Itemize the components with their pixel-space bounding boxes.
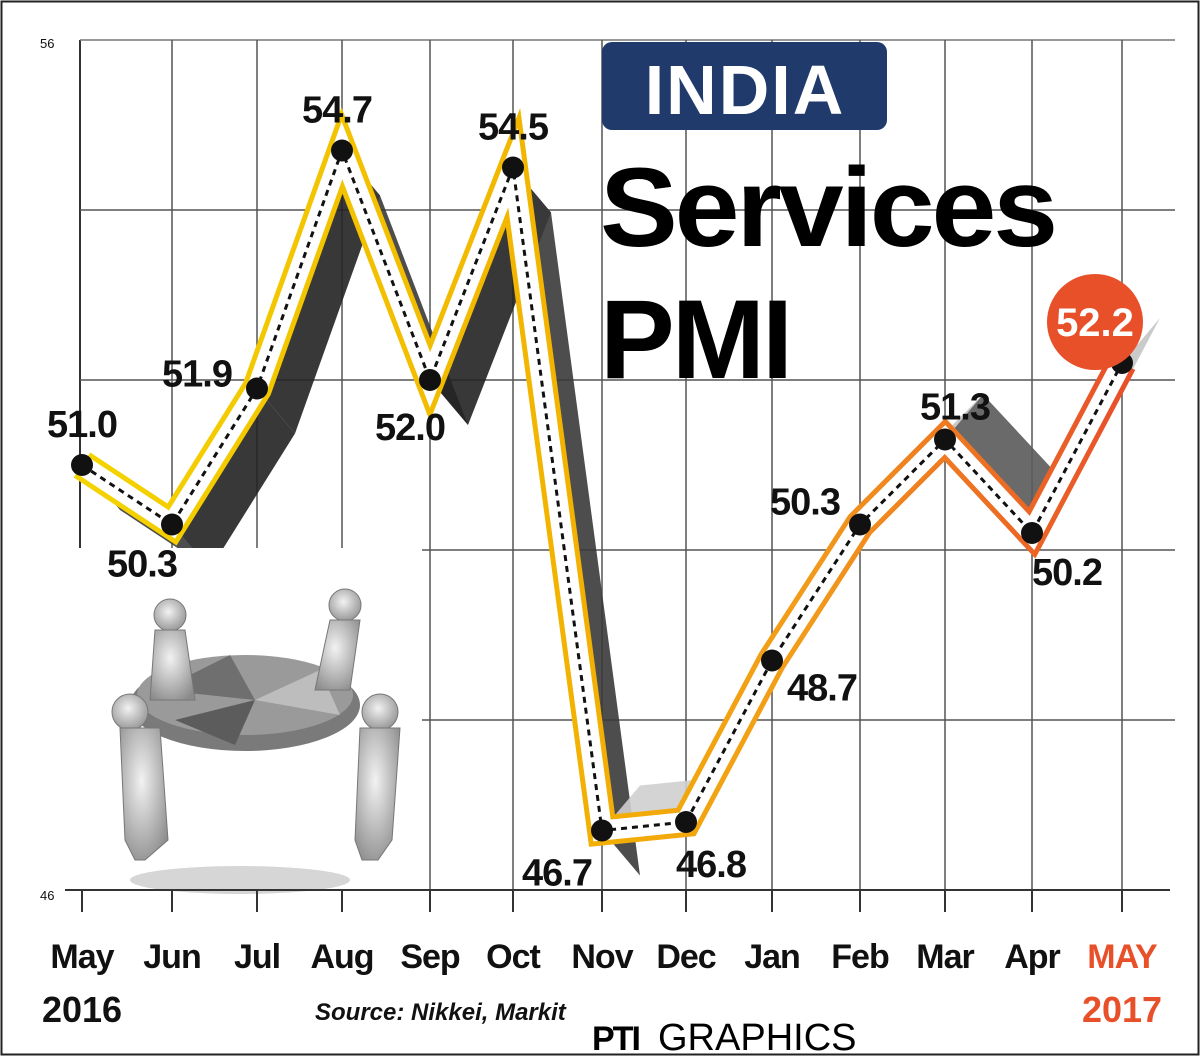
chart-title-line2: PMI — [600, 277, 790, 402]
month-label: Jan — [744, 938, 800, 976]
chart-title-line1: Services — [600, 145, 1055, 270]
month-label: Nov — [571, 938, 633, 976]
data-label: 46.7 — [522, 853, 592, 895]
y-tick-label-56: 56 — [40, 36, 54, 51]
data-point — [246, 377, 268, 400]
data-label: 51.3 — [920, 387, 990, 429]
title-tag: INDIA — [645, 51, 846, 129]
month-label: Jun — [143, 938, 200, 976]
x-ticks — [81, 890, 1123, 912]
data-point — [502, 156, 524, 179]
month-label: Feb — [831, 938, 889, 976]
end-year: 2017 — [1082, 989, 1162, 1030]
data-labels: 51.0 50.3 51.9 54.7 52.0 54.5 46.7 46.8 48.7 50.3… — [47, 90, 1103, 895]
month-label: May — [50, 938, 114, 976]
highlight-circle — [1047, 274, 1143, 370]
data-label: 54.5 — [478, 107, 549, 149]
data-point — [71, 454, 93, 476]
data-point — [761, 649, 783, 672]
data-point — [591, 819, 613, 842]
start-year: 2016 — [42, 989, 122, 1030]
highlight-value: 52.2 — [1056, 301, 1134, 345]
pmi-series — [71, 107, 1136, 847]
pti-logo: PTI — [592, 1020, 641, 1058]
data-label: 50.3 — [770, 482, 840, 524]
month-label: Jul — [234, 938, 280, 976]
teamwork-illustration — [70, 548, 422, 900]
title-tag-box — [602, 42, 887, 130]
data-point — [331, 139, 353, 162]
data-label: 51.0 — [47, 404, 117, 446]
y-tick-label-46: 46 — [40, 888, 54, 903]
data-label: 51.9 — [162, 354, 232, 396]
credit-brand: PTI — [592, 1020, 639, 1058]
data-point — [1021, 522, 1043, 544]
month-label: Aug — [310, 938, 373, 976]
month-label: Mar — [916, 938, 974, 976]
month-label: Apr — [1004, 938, 1060, 976]
data-label: 50.3 — [107, 544, 177, 586]
data-point — [675, 811, 697, 833]
data-label: 52.0 — [375, 407, 445, 449]
data-label: 48.7 — [787, 668, 857, 710]
month-label: Sep — [400, 938, 460, 976]
data-label: 54.7 — [302, 90, 372, 132]
data-label: 50.2 — [1032, 552, 1102, 594]
credit-text: GRAPHICS — [658, 1017, 856, 1058]
data-point — [849, 513, 871, 536]
month-label: MAY — [1087, 938, 1158, 976]
month-label: Oct — [486, 938, 540, 976]
shadow-segment — [257, 150, 380, 434]
source-note: Source: Nikkei, Markit — [315, 999, 567, 1026]
data-point — [161, 513, 183, 536]
data-point — [419, 369, 441, 391]
data-label: 46.8 — [676, 844, 746, 886]
shadow-segment — [172, 388, 295, 570]
x-tick-labels: May Jun Jul Aug Sep Oct Nov Dec Jan Feb Mar Apr MAY — [50, 938, 1159, 976]
month-label: Dec — [656, 938, 715, 976]
data-point — [934, 428, 956, 451]
